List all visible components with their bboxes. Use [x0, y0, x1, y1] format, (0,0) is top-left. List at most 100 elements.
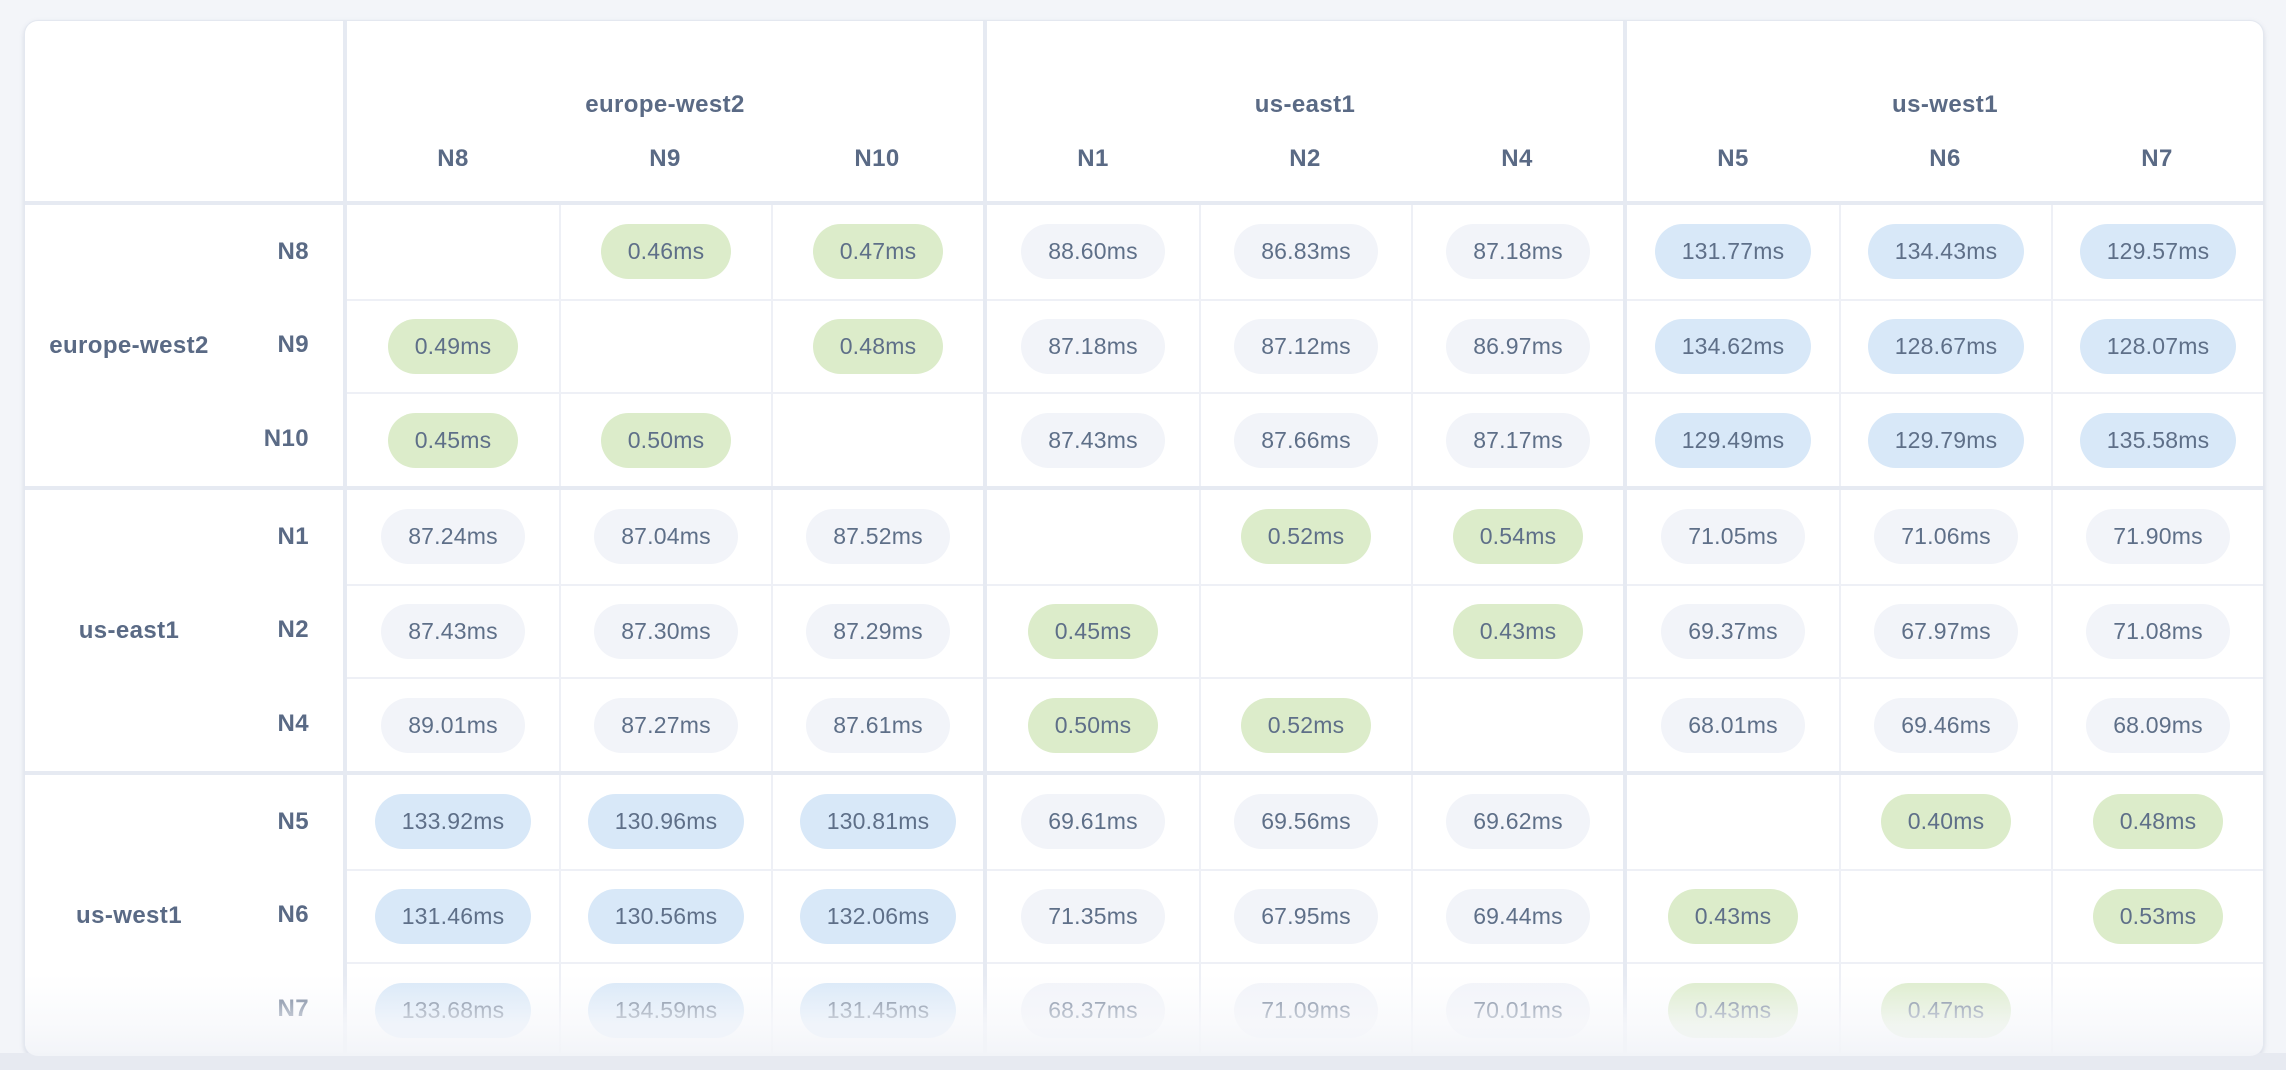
latency-pill: 87.30ms: [594, 603, 738, 659]
latency-cell: 69.44ms: [1411, 868, 1623, 963]
latency-pill: 0.47ms: [1880, 982, 2012, 1038]
latency-cell: 86.97ms: [1411, 298, 1623, 393]
column-node-label: N4: [1501, 145, 1533, 172]
latency-pill: 134.62ms: [1654, 318, 1812, 374]
latency-pill: 134.43ms: [1867, 224, 2025, 280]
latency-cell: 0.54ms: [1411, 490, 1623, 584]
latency-pill: 71.06ms: [1874, 509, 2018, 565]
latency-cell: 87.18ms: [1411, 205, 1623, 299]
latency-cell: 71.90ms: [2051, 490, 2263, 584]
latency-cell: 0.52ms: [1199, 490, 1411, 584]
latency-cell: 130.81ms: [771, 775, 983, 869]
latency-cell: 0.45ms: [987, 583, 1199, 678]
latency-pill: 0.54ms: [1452, 509, 1584, 565]
latency-cell: 71.08ms: [2051, 583, 2263, 678]
latency-cell: [771, 392, 983, 486]
latency-pill: 87.66ms: [1234, 412, 1378, 468]
latency-pill: 69.56ms: [1234, 794, 1378, 850]
latency-cell: 129.79ms: [1839, 392, 2051, 486]
latency-pill: 87.29ms: [806, 603, 950, 659]
latency-pill: 86.83ms: [1234, 224, 1378, 280]
latency-pill: 69.61ms: [1021, 794, 1165, 850]
latency-pill: 135.58ms: [2079, 412, 2237, 468]
corner-cell: [25, 21, 343, 201]
column-node-label: N2: [1289, 145, 1321, 172]
latency-cell: 69.62ms: [1411, 775, 1623, 869]
row-node-label: N1: [277, 522, 309, 550]
latency-cell: 69.46ms: [1839, 677, 2051, 771]
latency-pill: 131.77ms: [1654, 224, 1812, 280]
latency-pill: 0.47ms: [812, 224, 944, 280]
latency-pill: 87.43ms: [381, 603, 525, 659]
latency-cell: 87.17ms: [1411, 392, 1623, 486]
latency-cell: 130.56ms: [559, 868, 771, 963]
row-node-label: N9: [277, 331, 309, 359]
row-group-label-us-east1: us-east1 N1 N2 N4: [25, 490, 343, 771]
latency-cell: 69.56ms: [1199, 775, 1411, 869]
latency-pill: 130.56ms: [587, 888, 745, 944]
latency-pill: 128.67ms: [1867, 318, 2025, 374]
latency-pill: 0.46ms: [600, 224, 732, 280]
latency-cell: 0.48ms: [771, 298, 983, 393]
latency-cell: [1199, 583, 1411, 678]
latency-cell: 70.01ms: [1411, 962, 1623, 1056]
latency-pill: 87.18ms: [1021, 318, 1165, 374]
latency-cell: 0.50ms: [987, 677, 1199, 771]
latency-cell: 134.62ms: [1627, 298, 1839, 393]
latency-pill: 0.43ms: [1667, 982, 1799, 1038]
latency-pill: 71.90ms: [2086, 509, 2230, 565]
latency-pill: 88.60ms: [1021, 224, 1165, 280]
column-group-header-europe-west2: europe-west2 N8 N9 N10: [347, 21, 983, 201]
column-node-label: N1: [1077, 145, 1109, 172]
latency-pill: 0.48ms: [2092, 794, 2224, 850]
data-block-europe-west2-to-us-west1: 131.77ms 134.43ms 129.57ms 134.62ms 128.67ms…: [1627, 205, 2263, 486]
latency-pill: 0.48ms: [812, 318, 944, 374]
latency-cell: [987, 490, 1199, 584]
row-node-column: N1 N2 N4: [233, 490, 343, 771]
latency-pill: 71.35ms: [1021, 888, 1165, 944]
latency-cell: 88.60ms: [987, 205, 1199, 299]
latency-cell: 131.45ms: [771, 962, 983, 1056]
latency-cell: 67.97ms: [1839, 583, 2051, 678]
latency-cell: 68.37ms: [987, 962, 1199, 1056]
latency-cell: 128.67ms: [1839, 298, 2051, 393]
data-block-europe-west2-to-us-east1: 88.60ms 86.83ms 87.18ms 87.18ms 87.12ms 86.97…: [987, 205, 1623, 486]
column-node-row: N5 N6 N7: [1627, 117, 2263, 201]
data-block-us-west1-to-europe-west2: 133.92ms 130.96ms 130.81ms 131.46ms 130.56ms…: [347, 775, 983, 1056]
latency-pill: 67.95ms: [1234, 888, 1378, 944]
latency-pill: 71.05ms: [1661, 509, 1805, 565]
data-block-us-west1-to-us-west1: 0.40ms 0.48ms 0.43ms 0.53ms 0.43ms 0.47ms: [1627, 775, 2263, 1056]
data-block-us-east1-to-europe-west2: 87.24ms 87.04ms 87.52ms 87.43ms 87.30ms 87.29…: [347, 490, 983, 771]
row-node-label: N6: [277, 901, 309, 929]
latency-pill: 0.52ms: [1240, 697, 1372, 753]
latency-cell: 87.12ms: [1199, 298, 1411, 393]
row-region-title-wrap: us-east1: [25, 490, 233, 771]
latency-pill: 0.43ms: [1452, 603, 1584, 659]
latency-cell: 129.49ms: [1627, 392, 1839, 486]
latency-cell: 86.83ms: [1199, 205, 1411, 299]
latency-cell: 0.52ms: [1199, 677, 1411, 771]
latency-cell: [2051, 962, 2263, 1056]
row-region-title: europe-west2: [49, 331, 209, 359]
latency-cell: 89.01ms: [347, 677, 559, 771]
latency-cell: 69.37ms: [1627, 583, 1839, 678]
column-region-title: us-east1: [1254, 91, 1356, 118]
latency-pill: 71.08ms: [2086, 603, 2230, 659]
latency-pill: 89.01ms: [381, 697, 525, 753]
latency-cell: 87.18ms: [987, 298, 1199, 393]
latency-cell: 128.07ms: [2051, 298, 2263, 393]
latency-cell: 0.45ms: [347, 392, 559, 486]
latency-cell: 67.95ms: [1199, 868, 1411, 963]
latency-cell: 87.61ms: [771, 677, 983, 771]
latency-cell: 0.43ms: [1627, 868, 1839, 963]
latency-pill: 130.81ms: [799, 794, 957, 850]
latency-cell: 87.30ms: [559, 583, 771, 678]
row-node-label: N2: [277, 616, 309, 644]
column-node-label: N7: [2141, 145, 2173, 172]
latency-cell: 87.04ms: [559, 490, 771, 584]
latency-cell: [1627, 775, 1839, 869]
row-node-label: N4: [277, 710, 309, 738]
latency-pill: 133.68ms: [374, 982, 532, 1038]
latency-pill: 69.62ms: [1446, 794, 1590, 850]
latency-pill: 87.18ms: [1446, 224, 1590, 280]
